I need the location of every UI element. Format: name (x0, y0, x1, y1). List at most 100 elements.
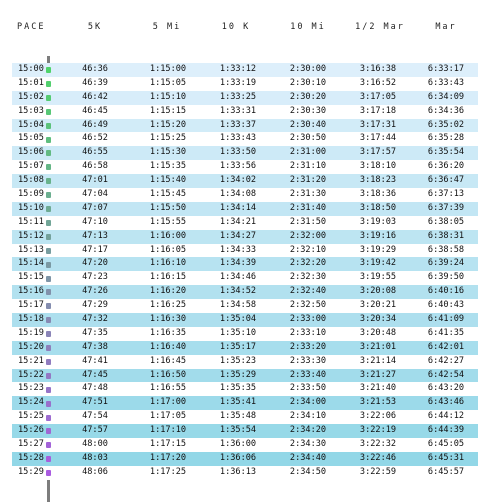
pace-marker (46, 206, 51, 212)
pace-cell: 15:16 (18, 286, 44, 297)
pace-cell: 15:09 (18, 189, 44, 200)
time-10k-cell: 1:35:35 (219, 383, 257, 394)
time-half-marathon-cell: 3:20:08 (359, 286, 397, 297)
time-half-marathon-cell: 3:20:21 (359, 300, 397, 311)
table-row: 15:17 47:29 1:16:25 1:34:58 2:32:50 3:20:21 6:… (12, 299, 478, 314)
time-10mi-cell: 2:31:50 (289, 216, 327, 227)
time-half-marathon-cell: 3:21:53 (359, 397, 397, 408)
time-5k-cell: 47:57 (82, 425, 108, 436)
time-5k-cell: 48:03 (82, 452, 108, 463)
pace-marker (46, 358, 51, 365)
time-5k-cell: 47:04 (82, 189, 108, 200)
time-marathon-cell: 6:45:31 (427, 452, 465, 463)
time-10mi-cell: 2:33:30 (289, 355, 327, 366)
time-10mi-cell: 2:30:30 (289, 105, 327, 116)
pace-cell: 15:12 (18, 230, 44, 241)
pace-marker (46, 108, 51, 115)
time-marathon-cell: 6:36:47 (427, 175, 465, 186)
time-10k-cell: 1:33:25 (219, 91, 257, 102)
pace-marker (46, 122, 51, 129)
time-5mi-cell: 1:16:00 (149, 230, 187, 241)
table-row: 15:26 47:57 1:17:10 1:35:54 2:34:20 3:22:19 6:… (12, 424, 478, 439)
time-10k-cell: 1:33:43 (219, 133, 257, 144)
header-marathon: Mar (435, 22, 457, 32)
time-5mi-cell: 1:17:15 (149, 439, 187, 450)
time-half-marathon-cell: 3:16:52 (359, 77, 397, 88)
time-10mi-cell: 2:31:40 (289, 202, 327, 213)
time-10k-cell: 1:33:37 (219, 119, 257, 130)
table-row: 15:25 47:54 1:17:05 1:35:48 2:34:10 3:22:06 6:… (12, 410, 478, 425)
pace-marker (46, 192, 51, 199)
pace-cell: 15:03 (18, 105, 44, 116)
time-10mi-cell: 2:31:00 (289, 147, 327, 158)
table-row: 15:27 48:00 1:17:15 1:36:00 2:34:30 3:22:32 6:… (12, 438, 478, 452)
time-5k-cell: 47:38 (82, 341, 108, 352)
time-10mi-cell: 2:32:00 (289, 230, 327, 241)
pace-marker (46, 428, 51, 435)
pace-marker (46, 150, 51, 157)
time-marathon-cell: 6:38:58 (427, 244, 465, 255)
table-row: 15:10 47:07 1:15:50 1:34:14 2:31:40 3:18:50 6:… (12, 201, 478, 216)
pace-cell: 15:05 (18, 133, 44, 144)
time-10k-cell: 1:34:02 (219, 175, 257, 186)
time-5mi-cell: 1:17:25 (149, 466, 187, 477)
pace-cell: 15:24 (18, 397, 44, 408)
time-half-marathon-cell: 3:22:06 (359, 411, 397, 422)
table-row: 15:22 47:45 1:16:50 1:35:29 2:33:40 3:21:27 6:… (12, 368, 478, 383)
pace-marker (46, 67, 51, 73)
time-marathon-cell: 6:40:43 (427, 300, 465, 311)
pace-marker (46, 372, 51, 379)
time-marathon-cell: 6:45:05 (427, 439, 465, 450)
pace-marker (46, 386, 51, 393)
time-half-marathon-cell: 3:19:16 (359, 230, 397, 241)
pace-cell: 15:29 (18, 466, 44, 477)
time-5mi-cell: 1:15:15 (149, 105, 187, 116)
time-10k-cell: 1:36:13 (219, 466, 257, 477)
table-row: 15:06 46:55 1:15:30 1:33:50 2:31:00 3:17:57 6:… (12, 146, 478, 161)
time-half-marathon-cell: 3:19:03 (359, 216, 397, 227)
time-10mi-cell: 2:30:20 (289, 91, 327, 102)
time-5k-cell: 47:01 (82, 175, 108, 186)
pace-cell: 15:08 (18, 175, 44, 186)
time-marathon-cell: 6:35:28 (427, 133, 465, 144)
time-10k-cell: 1:33:31 (219, 105, 257, 116)
table-row: 15:23 47:48 1:16:55 1:35:35 2:33:50 3:21:40 6:… (12, 382, 478, 397)
pace-cell: 15:25 (18, 411, 44, 422)
time-5k-cell: 47:29 (82, 300, 108, 311)
time-marathon-cell: 6:37:39 (427, 202, 465, 213)
time-marathon-cell: 6:41:35 (427, 327, 465, 338)
time-5mi-cell: 1:15:00 (149, 64, 187, 74)
pace-cell: 15:22 (18, 369, 44, 380)
time-half-marathon-cell: 3:21:27 (359, 369, 397, 380)
time-5k-cell: 47:10 (82, 216, 108, 227)
time-10mi-cell: 2:31:20 (289, 175, 327, 186)
time-5mi-cell: 1:15:55 (149, 216, 187, 227)
time-5k-cell: 47:51 (82, 397, 108, 408)
table-row: 15:29 48:06 1:17:25 1:36:13 2:34:50 3:22:59 6:… (12, 465, 478, 480)
header-pace: PACE (17, 22, 46, 32)
table-row: 15:01 46:39 1:15:05 1:33:19 2:30:10 3:16:52 6:… (12, 76, 478, 91)
time-marathon-cell: 6:44:39 (427, 425, 465, 436)
time-half-marathon-cell: 3:17:57 (359, 147, 397, 158)
time-half-marathon-cell: 3:17:18 (359, 105, 397, 116)
time-5mi-cell: 1:16:40 (149, 341, 187, 352)
pace-marker (46, 414, 51, 421)
time-half-marathon-cell: 3:22:46 (359, 452, 397, 463)
pace-cell: 15:26 (18, 425, 44, 436)
table-row: 15:24 47:51 1:17:00 1:35:41 2:34:00 3:21:53 6:… (12, 396, 478, 411)
time-marathon-cell: 6:45:57 (427, 466, 465, 477)
time-half-marathon-cell: 3:17:44 (359, 133, 397, 144)
time-marathon-cell: 6:43:46 (427, 397, 465, 408)
time-5mi-cell: 1:16:15 (149, 272, 187, 283)
time-10k-cell: 1:34:21 (219, 216, 257, 227)
time-half-marathon-cell: 3:19:42 (359, 258, 397, 269)
time-5k-cell: 46:49 (82, 119, 108, 130)
table-row: 15:21 47:41 1:16:45 1:35:23 2:33:30 3:21:14 6:… (12, 354, 478, 369)
time-half-marathon-cell: 3:20:48 (359, 327, 397, 338)
time-5mi-cell: 1:17:20 (149, 452, 187, 463)
time-half-marathon-cell: 3:22:59 (359, 466, 397, 477)
time-marathon-cell: 6:33:43 (427, 77, 465, 88)
pace-cell: 15:11 (18, 216, 44, 227)
time-5mi-cell: 1:15:30 (149, 147, 187, 158)
pace-cell: 15:04 (18, 119, 44, 130)
